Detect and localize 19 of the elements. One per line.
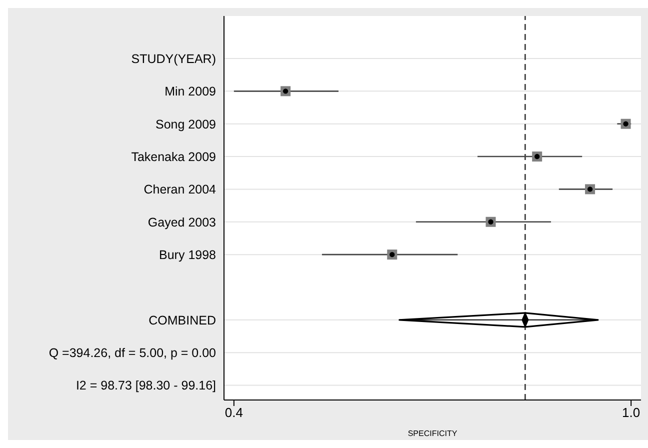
point bbox=[486, 216, 496, 227]
y-tick-label: Q =394.26, df = 5.00, p = 0.00 bbox=[48, 346, 216, 360]
y-tick-label: I2 = 98.73 [98.30 - 99.16] bbox=[76, 378, 216, 393]
point bbox=[532, 152, 542, 162]
point bbox=[280, 86, 291, 96]
y-tick-label: COMBINED bbox=[148, 313, 216, 328]
y-tick-label: Min 2009 bbox=[164, 84, 216, 99]
y-tick-label: Cheran 2004 bbox=[144, 182, 216, 197]
x-axis-title: SPECIFICITY bbox=[408, 429, 458, 438]
y-tick-label: Gayed 2003 bbox=[148, 215, 216, 230]
y-tick-label: Bury 1998 bbox=[159, 248, 216, 262]
point bbox=[387, 250, 398, 260]
y-tick-label: Takenaka 2009 bbox=[131, 150, 216, 164]
y-tick-label: Song 2009 bbox=[156, 117, 216, 132]
y-tick-label: STUDY(YEAR) bbox=[131, 52, 216, 66]
point bbox=[620, 118, 631, 129]
point bbox=[585, 184, 596, 194]
x-tick-label: 0.4 bbox=[224, 405, 243, 420]
x-tick-label: 1.0 bbox=[622, 405, 640, 420]
